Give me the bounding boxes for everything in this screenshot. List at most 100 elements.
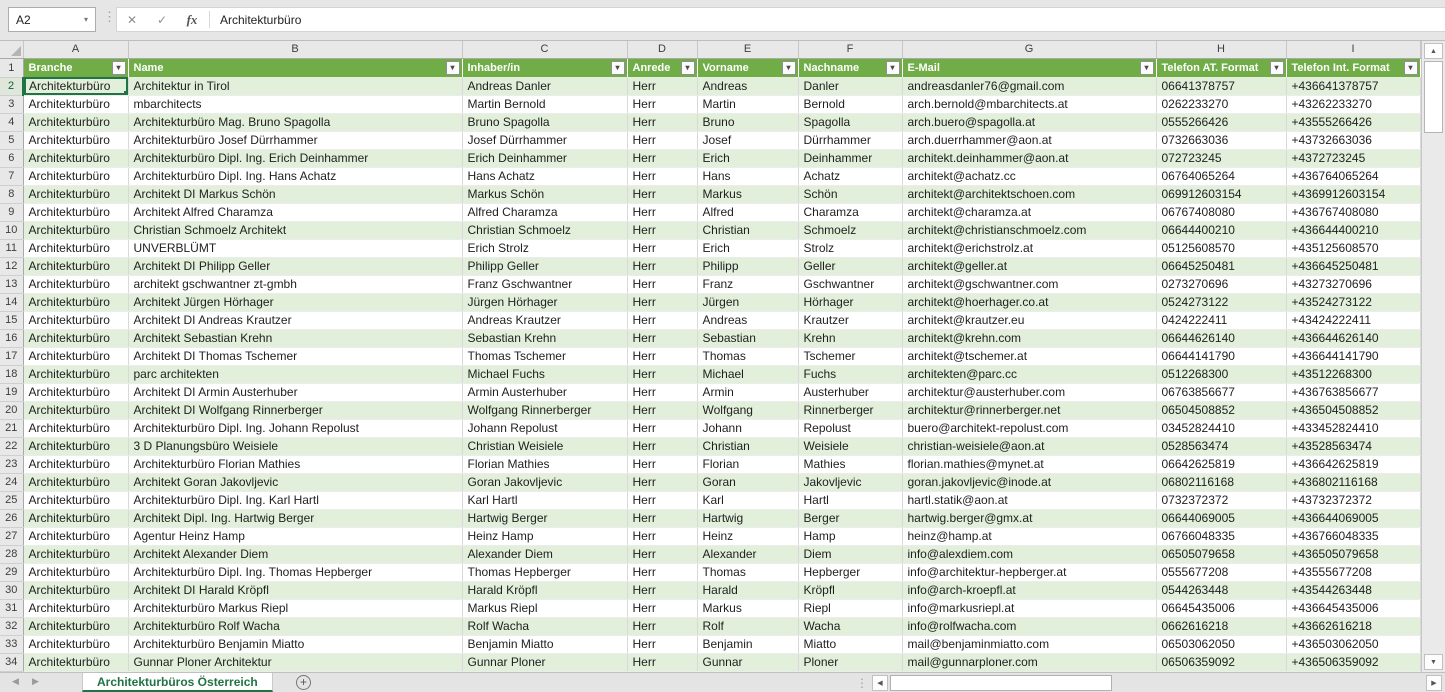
cell[interactable]: architekt@tschemer.at xyxy=(902,347,1157,366)
cancel-button[interactable]: ✕ xyxy=(126,12,138,27)
cell[interactable]: Architekturbüro xyxy=(23,473,129,492)
cell[interactable]: +43262233270 xyxy=(1286,95,1421,114)
cell[interactable]: Architekt Alfred Charamza xyxy=(128,203,463,222)
column-header-c[interactable]: C xyxy=(462,41,628,59)
row-number[interactable]: 10 xyxy=(0,221,24,240)
cell[interactable]: Josef xyxy=(697,131,799,150)
cell[interactable]: Architekturbüro Dipl. Ing. Thomas Hepber… xyxy=(128,563,463,582)
cell[interactable]: architekt@geller.at xyxy=(902,257,1157,276)
cell[interactable]: Architekt DI Andreas Krautzer xyxy=(128,311,463,330)
cell[interactable]: Architekturbüro xyxy=(23,599,129,618)
cell[interactable]: Thomas xyxy=(697,563,799,582)
horizontal-scrollbar-thumb[interactable] xyxy=(890,675,1112,691)
row-number[interactable]: 18 xyxy=(0,365,24,384)
cell[interactable]: architekt@architektschoen.com xyxy=(902,185,1157,204)
cell[interactable]: architekt gschwantner zt-gmbh xyxy=(128,275,463,294)
cell[interactable]: info@rolfwacha.com xyxy=(902,617,1157,636)
cell[interactable]: Herr xyxy=(627,383,698,402)
cell[interactable]: +4372723245 xyxy=(1286,149,1421,168)
cell[interactable]: Herr xyxy=(627,527,698,546)
cell[interactable]: Markus Riepl xyxy=(462,599,628,618)
cell[interactable]: 06641378757 xyxy=(1156,77,1287,96)
cell[interactable]: Schmoelz xyxy=(798,221,903,240)
cell[interactable]: Architekturbüro xyxy=(23,239,129,258)
cell[interactable]: 072723245 xyxy=(1156,149,1287,168)
cell[interactable]: Fuchs xyxy=(798,365,903,384)
cell[interactable]: Architekturbüro xyxy=(23,311,129,330)
cell[interactable]: Weisiele xyxy=(798,437,903,456)
row-number[interactable]: 26 xyxy=(0,509,24,528)
cell[interactable]: Hans xyxy=(697,167,799,186)
cell[interactable]: Kröpfl xyxy=(798,581,903,600)
cell[interactable]: Heinz Hamp xyxy=(462,527,628,546)
row-number[interactable]: 22 xyxy=(0,437,24,456)
cell[interactable]: Architekturbüro Dipl. Ing. Karl Hartl xyxy=(128,491,463,510)
cell[interactable]: Architekturbüro xyxy=(23,131,129,150)
cell[interactable]: Franz xyxy=(697,275,799,294)
cell[interactable]: UNVERBLÜMT xyxy=(128,239,463,258)
cell[interactable]: Riepl xyxy=(798,599,903,618)
cell[interactable]: Andreas Danler xyxy=(462,77,628,96)
cell[interactable]: Rolf Wacha xyxy=(462,617,628,636)
cell[interactable]: Heinz xyxy=(697,527,799,546)
row-number[interactable]: 11 xyxy=(0,239,24,258)
cell[interactable]: Herr xyxy=(627,455,698,474)
cell[interactable]: Rolf xyxy=(697,617,799,636)
cell[interactable]: Wacha xyxy=(798,617,903,636)
cell[interactable]: Benjamin xyxy=(697,635,799,654)
cell[interactable]: Benjamin Miatto xyxy=(462,635,628,654)
cell[interactable]: Architekturbüro xyxy=(23,329,129,348)
cell[interactable]: Repolust xyxy=(798,419,903,438)
cell[interactable]: Architekturbüro xyxy=(23,383,129,402)
cell[interactable]: Diem xyxy=(798,545,903,564)
cell[interactable]: Andreas Krautzer xyxy=(462,311,628,330)
cell[interactable]: Ploner xyxy=(798,653,903,672)
cell[interactable]: architekt@hoerhager.co.at xyxy=(902,293,1157,312)
cell[interactable]: architekt.deinhammer@aon.at xyxy=(902,149,1157,168)
cell[interactable]: 0544263448 xyxy=(1156,581,1287,600)
cell[interactable]: Architekt DI Markus Schön xyxy=(128,185,463,204)
cell[interactable]: Architekturbüro Markus Riepl xyxy=(128,599,463,618)
cell[interactable]: Christian xyxy=(697,221,799,240)
header-cell-branche[interactable]: Branche ▾ xyxy=(23,58,129,77)
cell[interactable]: Gunnar Ploner xyxy=(462,653,628,672)
cell[interactable]: Architekturbüro Florian Mathies xyxy=(128,455,463,474)
cell[interactable]: Jürgen Hörhager xyxy=(462,293,628,312)
cell[interactable]: Hartl xyxy=(798,491,903,510)
cell[interactable]: architekten@parc.cc xyxy=(902,365,1157,384)
cell[interactable]: architekt@gschwantner.com xyxy=(902,275,1157,294)
column-header-g[interactable]: G xyxy=(902,41,1157,59)
cell[interactable]: parc architekten xyxy=(128,365,463,384)
cell[interactable]: Architekturbüro xyxy=(23,509,129,528)
cell[interactable]: +436642625819 xyxy=(1286,455,1421,474)
cell[interactable]: Achatz xyxy=(798,167,903,186)
cell[interactable]: Architekturbüro Rolf Wacha xyxy=(128,617,463,636)
cell[interactable]: Architekturbüro xyxy=(23,293,129,312)
cell[interactable]: Michael Fuchs xyxy=(462,365,628,384)
cell[interactable]: Architekturbüro xyxy=(23,77,129,96)
cell[interactable]: 06767408080 xyxy=(1156,203,1287,222)
cell[interactable]: Architekt Jürgen Hörhager xyxy=(128,293,463,312)
cell[interactable]: architektur@austerhuber.com xyxy=(902,383,1157,402)
sheet-tab-active[interactable]: Architekturbüros Österreich xyxy=(82,673,273,692)
insert-function-button[interactable]: fx xyxy=(186,11,198,27)
cell[interactable]: Bernold xyxy=(798,95,903,114)
cell[interactable]: Architekturbüro Dipl. Ing. Johann Repolu… xyxy=(128,419,463,438)
enter-button[interactable]: ✓ xyxy=(156,12,168,27)
cell[interactable]: Architekt DI Wolfgang Rinnerberger xyxy=(128,401,463,420)
row-number[interactable]: 31 xyxy=(0,599,24,618)
cell[interactable]: 0555266426 xyxy=(1156,113,1287,132)
cell[interactable]: Herr xyxy=(627,95,698,114)
header-cell-email[interactable]: E-Mail ▾ xyxy=(902,58,1157,77)
cell[interactable]: Architekturbüro xyxy=(23,563,129,582)
cell[interactable]: 06644069005 xyxy=(1156,509,1287,528)
cell[interactable]: Dürrhammer xyxy=(798,131,903,150)
cell[interactable]: +436644141790 xyxy=(1286,347,1421,366)
vertical-scrollbar-thumb[interactable] xyxy=(1424,61,1443,133)
cell[interactable]: Herr xyxy=(627,293,698,312)
cell[interactable]: Herr xyxy=(627,509,698,528)
cell[interactable]: 0424222411 xyxy=(1156,311,1287,330)
cell[interactable]: hartl.statik@aon.at xyxy=(902,491,1157,510)
cell[interactable]: Architekturbüro xyxy=(23,257,129,276)
cell[interactable]: Charamza xyxy=(798,203,903,222)
